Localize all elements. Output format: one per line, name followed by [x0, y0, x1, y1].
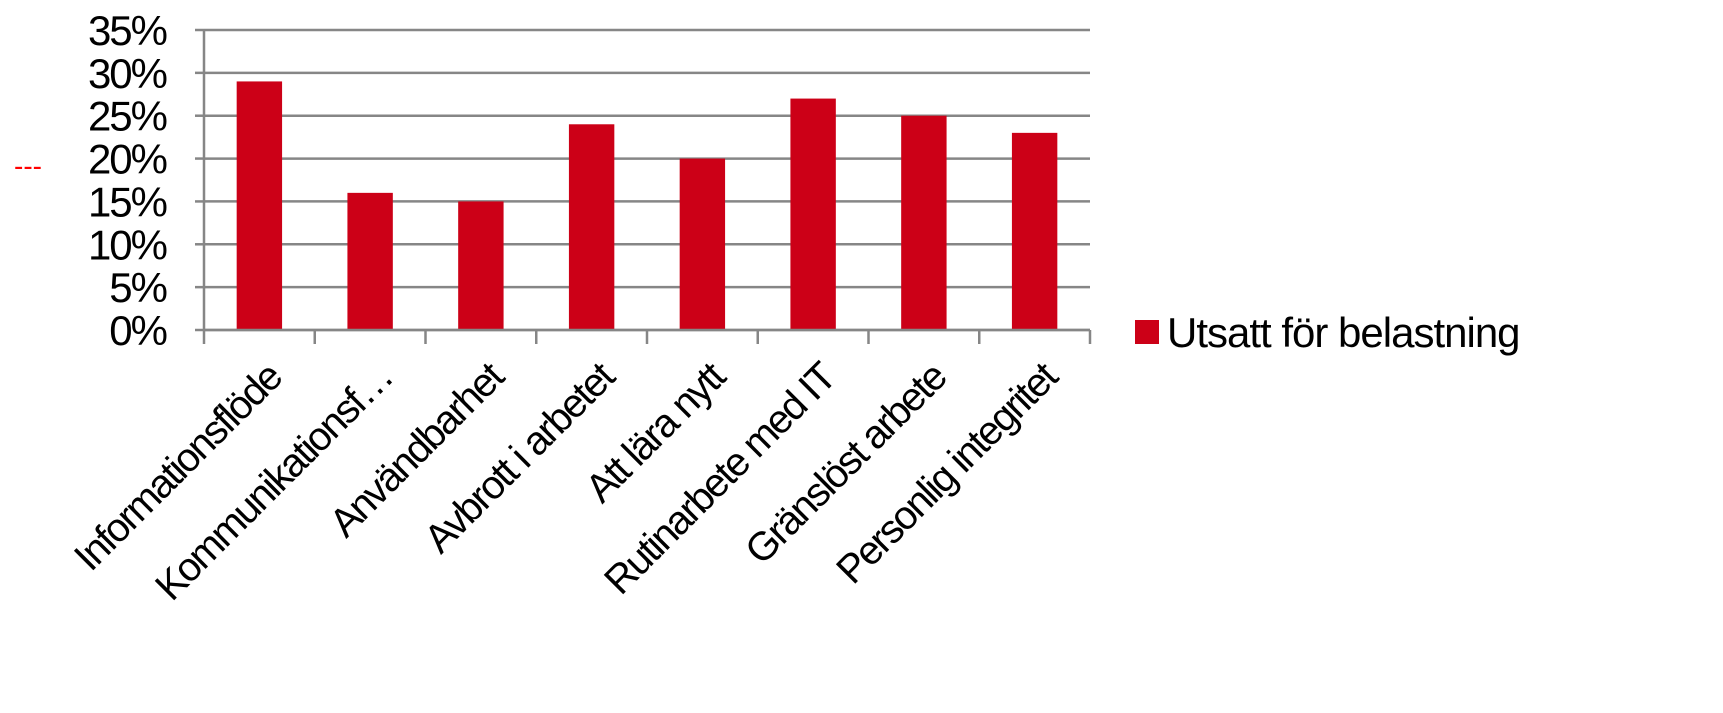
y-tick-label: 15%	[88, 178, 167, 225]
bar	[679, 158, 726, 330]
reference-marker: ---	[14, 151, 42, 182]
y-tick-label: 0%	[109, 307, 166, 354]
bar	[568, 124, 615, 331]
y-tick-label: 25%	[88, 93, 167, 140]
axes	[202, 30, 1092, 344]
bar	[458, 201, 504, 330]
category-labels: InformationsflödeKommunikationsf…Användb…	[66, 354, 1067, 609]
legend-label: Utsatt för belastning	[1167, 309, 1520, 356]
y-tick-label: 10%	[88, 221, 167, 268]
y-tick-label: 20%	[88, 136, 167, 183]
bar	[790, 98, 836, 330]
y-tick-labels: 0%5%10%15%20%25%30%35%	[88, 7, 169, 354]
category-label: Avbrott i arbetet	[416, 354, 624, 562]
y-tick-label: 30%	[88, 50, 167, 97]
gridlines	[195, 28, 1090, 332]
bar	[901, 115, 947, 330]
y-tick-label: 5%	[109, 264, 166, 311]
bars	[236, 81, 1058, 331]
bar	[1011, 132, 1058, 330]
legend-swatch	[1135, 320, 1159, 344]
bar	[347, 192, 393, 330]
category-label: Gränslöst arbete	[737, 355, 955, 573]
y-tick-label: 35%	[88, 7, 167, 54]
bar	[236, 81, 283, 330]
legend: Utsatt för belastning	[1135, 309, 1521, 356]
